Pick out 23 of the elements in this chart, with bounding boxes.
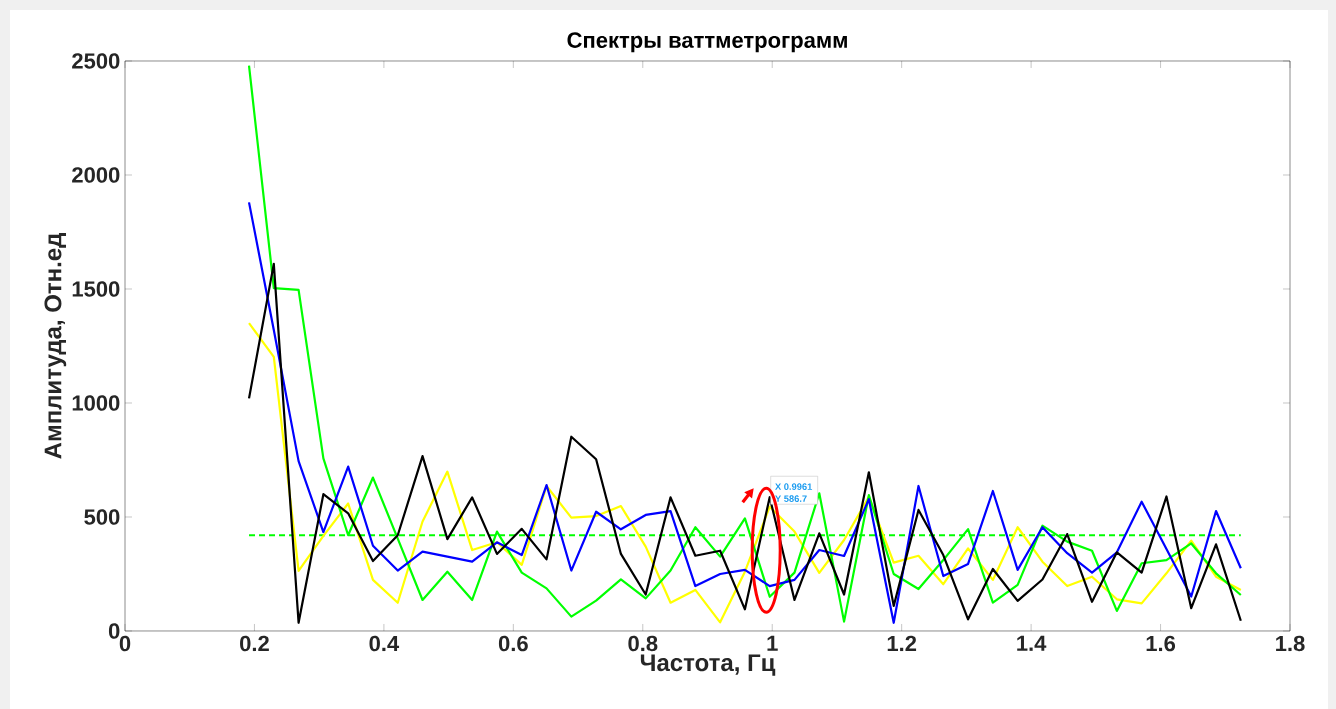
annotation: X 0.9961: [775, 483, 813, 490]
x-axis-title: Частота, Гц: [640, 654, 776, 676]
line-series: [247, 322, 1242, 624]
x-tick-label: 1.6: [1146, 635, 1176, 652]
line-series: [247, 64, 1242, 623]
x-tick-label: 0: [119, 635, 131, 652]
x-tick-label: 0.4: [369, 635, 400, 652]
y-axis-title: Амплитуда, Отн.ед: [44, 233, 67, 459]
y-tick-label: 1500: [72, 281, 120, 297]
x-tick-label: 1.2: [887, 635, 917, 652]
y-tick-label: 1000: [72, 395, 120, 411]
x-tick-label: 1.8: [1276, 635, 1305, 652]
y-tick-label: 500: [84, 509, 120, 525]
x-tick-label: 1.4: [1017, 635, 1047, 651]
x-tick-label: 1: [767, 635, 778, 651]
y-tick-label: 0: [108, 623, 120, 639]
y-tick-label: 2500: [72, 53, 120, 69]
x-tick-label: 0.8: [628, 635, 658, 652]
x-tick-label: 0.2: [240, 635, 269, 652]
x-tick-label: 0.6: [498, 635, 528, 652]
chart-title: Спектры ваттметрограмм: [567, 32, 847, 53]
y-tick-label: 2000: [72, 167, 120, 183]
annotation: Y 586.7: [775, 495, 807, 502]
